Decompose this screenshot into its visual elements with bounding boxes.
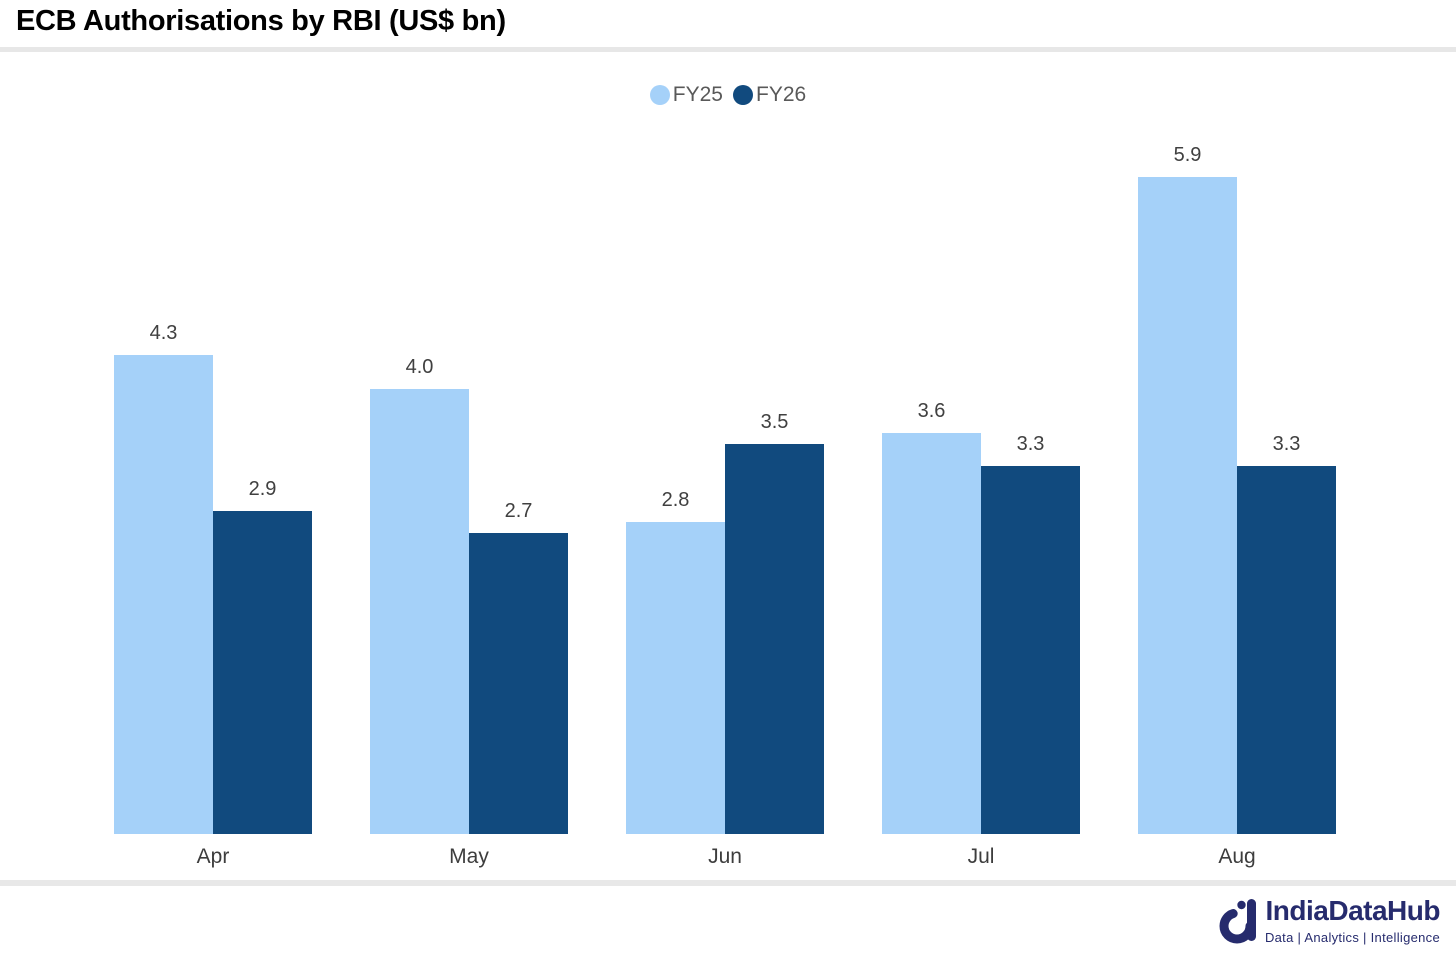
legend-label-fy26: FY26 (756, 83, 807, 106)
bar-fy26-may (469, 533, 568, 834)
bar-fy25-jul (882, 433, 981, 834)
value-label-fy26-jun: 3.5 (760, 411, 789, 433)
value-label-fy26-jul: 3.3 (1016, 433, 1045, 455)
legend-dot (649, 85, 670, 105)
value-label-fy25-jun: 2.8 (661, 489, 690, 511)
bar-fy26-apr (213, 511, 312, 834)
bar-fy25-jun (626, 522, 725, 834)
value-label-fy26-aug: 3.3 (1272, 433, 1301, 455)
page-title: ECB Authorisations by RBI (US$ bn) (16, 5, 506, 37)
bar-fy26-aug (1237, 466, 1336, 834)
plot-area: 4.3 2.9 4.0 2.7 2.8 3.5 3.6 3.3 5.9 3.3 (114, 144, 1336, 834)
value-label-fy25-aug: 5.9 (1173, 144, 1202, 166)
brand-footer: IndiaDataHub Data | Analytics | Intellig… (1219, 895, 1441, 949)
legend-item-fy26: FY26 (733, 83, 806, 107)
value-label-fy25-apr: 4.3 (149, 322, 178, 344)
axis-label-jun: Jun (708, 845, 742, 868)
bar-fy25-apr (114, 355, 213, 834)
axis-label-aug: Aug (1218, 845, 1256, 868)
value-label-fy25-jul: 3.6 (917, 400, 946, 422)
legend-label-fy25: FY25 (672, 83, 723, 106)
bar-fy25-may (370, 389, 469, 834)
brand-text-block: IndiaDataHub Data | Analytics | Intellig… (1264, 895, 1441, 945)
axis-label-apr: Apr (196, 845, 230, 868)
brand-name: IndiaDataHub (1265, 895, 1441, 926)
legend-dot (733, 85, 753, 105)
axis-label-may: May (449, 845, 489, 868)
brand-tagline: Data | Analytics | Intelligence (1264, 929, 1440, 945)
value-label-fy26-may: 2.7 (504, 500, 533, 522)
bar-fy26-jun (725, 444, 824, 834)
legend-item-fy25: FY25 (649, 83, 723, 107)
bar-fy25-aug (1138, 177, 1237, 834)
value-label-fy26-apr: 2.9 (248, 478, 277, 500)
value-label-fy25-may: 4.0 (405, 356, 434, 378)
footer-separator (0, 880, 1456, 886)
title-separator (0, 47, 1456, 52)
axis-label-jul: Jul (967, 845, 995, 868)
chart-legend: FY25 FY26 (0, 83, 1456, 107)
bar-fy26-jul (981, 466, 1080, 834)
indiadatahub-logo-icon (1219, 896, 1257, 949)
x-axis: Apr May Jun Jul Aug (0, 845, 1456, 875)
